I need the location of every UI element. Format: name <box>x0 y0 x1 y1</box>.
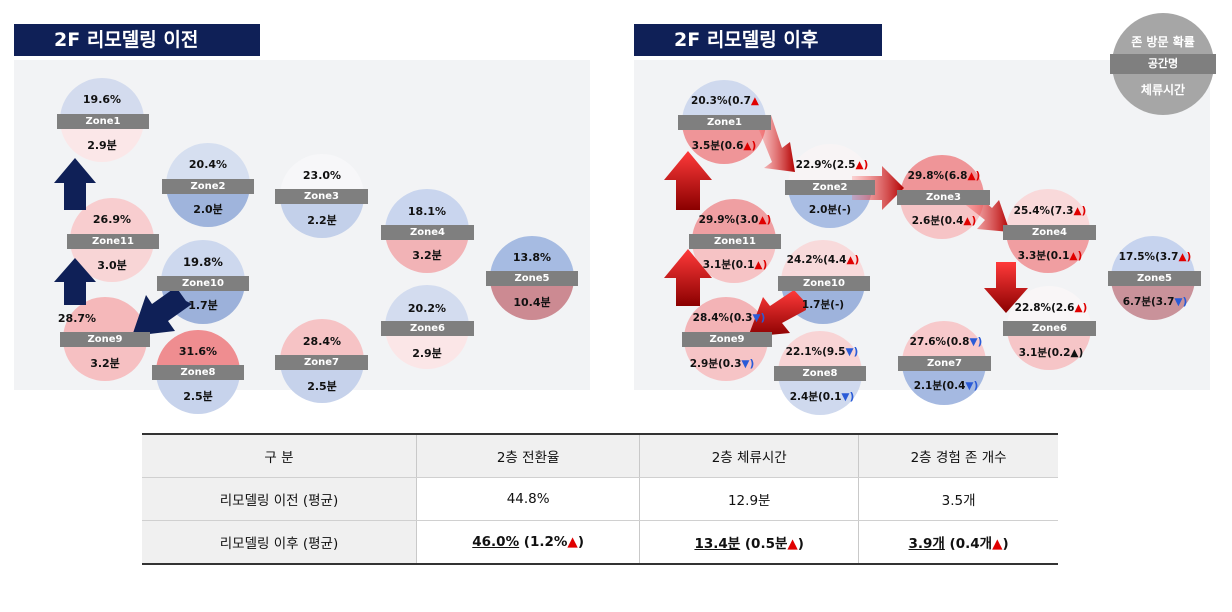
zone-name-bar: Zone7 <box>275 355 368 370</box>
table-cell: 13.4분 (0.5분▲) <box>639 520 860 565</box>
zone-time: 3.2분 <box>412 249 442 262</box>
zone-prob: 18.1% <box>407 205 447 218</box>
zone-name-bar: Zone3 <box>897 190 990 205</box>
zone-prob: 26.9% <box>92 213 132 226</box>
zone-prob: 28.4%(0.3▼) <box>692 312 766 324</box>
zone-prob: 20.2% <box>407 302 447 315</box>
zone-prob: 29.9%(3.0▲) <box>698 214 772 226</box>
table-header: 구 분 <box>142 433 417 478</box>
zone-prob: 17.5%(3.7▲) <box>1118 251 1192 263</box>
zone-prob: 19.8% <box>183 255 223 269</box>
after-flow-arrows <box>664 115 1028 337</box>
zone-name-bar: Zone9 <box>60 332 150 347</box>
zone-time: 3.1분(0.2▲) <box>1018 347 1084 359</box>
zone-name-bar: Zone8 <box>152 365 244 380</box>
zone-prob: 31.6% <box>178 345 218 358</box>
zone-time: 2.5분 <box>307 380 337 393</box>
zone-time: 3.3분(0.1▲) <box>1017 250 1083 262</box>
zone-name-bar: Zone7 <box>898 356 991 371</box>
zone-time: 3.0분 <box>97 259 127 272</box>
summary-table: 구 분 2층 전환율 2층 체류시간 2층 경험 존 개수 리모델링 이전 (평… <box>142 433 1058 565</box>
zone-prob: 20.4% <box>188 158 228 171</box>
zone-name-bar: Zone2 <box>162 179 254 194</box>
after-arrow-zone2-to-zone3 <box>852 166 904 210</box>
table-header: 2층 전환율 <box>416 433 641 478</box>
table-cell: 3.9개 (0.4개▲) <box>858 520 1058 565</box>
before-title: 2F 리모델링 이전 <box>14 24 260 56</box>
zone-time: 3.2분 <box>90 357 120 370</box>
zone-prob: 29.8%(6.8▲) <box>907 170 981 182</box>
zone-prob: 24.2%(4.4▲) <box>786 254 860 266</box>
zone-prob: 22.1%(9.5▼) <box>785 346 859 358</box>
zone-time: 6.7분(3.7▼) <box>1122 296 1188 308</box>
zone-prob: 19.6% <box>82 93 122 106</box>
legend: 존 방문 확률 공간명 체류시간 <box>1110 13 1216 115</box>
zone-time: 2.2분 <box>307 214 337 227</box>
zone-prob: 23.0% <box>302 169 342 182</box>
zone-time: 2.1분(0.4▼) <box>913 380 979 392</box>
zone-name-bar: Zone9 <box>682 332 772 347</box>
zone-time: 1.7분 <box>188 299 218 312</box>
table-cell: 12.9분 <box>639 477 860 521</box>
after-arrow-zone11-to-zone1 <box>664 151 712 210</box>
after-arrow-zone10-to-zone9 <box>748 290 806 337</box>
table-cell: 44.8% <box>416 477 641 521</box>
zone-name-bar: Zone3 <box>275 189 368 204</box>
after-arrow-zone9-to-zone11 <box>664 249 712 306</box>
before-arrow-zone11-to-zone1 <box>54 158 96 210</box>
table-row: 리모델링 이후 (평균) 46.0% (1.2%▲) 13.4분 (0.5분▲)… <box>142 520 1058 565</box>
zone-time: 2.4분(0.1▼) <box>789 391 855 403</box>
zone-time: 2.9분(0.3▼) <box>689 358 755 370</box>
table-row: 리모델링 이전 (평균) 44.8% 12.9분 3.5개 <box>142 477 1058 521</box>
zone-name-bar: Zone5 <box>1108 271 1201 286</box>
before-flow-arrows <box>54 158 192 336</box>
zone-prob: 22.8%(2.6▲) <box>1014 302 1088 314</box>
zone-name-bar: Zone6 <box>1003 321 1096 336</box>
zone-name-bar: Zone1 <box>57 114 149 129</box>
table-cell: 46.0% (1.2%▲) <box>416 520 641 565</box>
zone-prob: 27.6%(0.8▼) <box>909 336 983 348</box>
table-cell-label: 리모델링 이후 (평균) <box>142 520 417 565</box>
zone-time: 2.9분 <box>87 139 117 152</box>
zone-time: 2.0분 <box>193 203 223 216</box>
zone-prob: 20.3%(0.7▲ <box>691 95 759 107</box>
table-cell-label: 리모델링 이전 (평균) <box>142 477 417 521</box>
table-header: 2층 경험 존 개수 <box>858 433 1058 478</box>
zone-prob: 28.4% <box>302 335 342 348</box>
zone-prob: 22.9%(2.5▲) <box>795 159 869 171</box>
legend-dwell-time: 체류시간 <box>1140 83 1186 97</box>
legend-space-name: 공간명 <box>1110 54 1216 74</box>
after-arrow-zone4-to-zone6 <box>984 262 1028 313</box>
zone-time: 2.9분 <box>412 347 442 360</box>
zone-name-bar: Zone11 <box>689 234 781 249</box>
zone-time: 2.0분(-) <box>808 204 852 216</box>
zone-time: 3.1분(0.1▲) <box>702 259 768 271</box>
after-title: 2F 리모델링 이후 <box>634 24 882 56</box>
table-header: 2층 체류시간 <box>639 433 860 478</box>
zone-name-bar: Zone10 <box>157 276 249 291</box>
before-arrow-zone9-to-zone11 <box>54 258 96 305</box>
zone-time: 2.6분(0.4▲) <box>911 215 977 227</box>
zone-time: 1.7분(-) <box>801 299 845 311</box>
zone-prob: 28.7% <box>57 312 97 325</box>
zone-name-bar: Zone4 <box>381 225 474 240</box>
zone-time: 2.5분 <box>183 390 213 403</box>
zone-name-bar: Zone6 <box>381 321 474 336</box>
zone-name-bar: Zone4 <box>1003 225 1096 240</box>
before-arrow-zone10-to-zone9 <box>132 287 192 336</box>
zone-name-bar: Zone11 <box>67 234 159 249</box>
zone-name-bar: Zone5 <box>486 271 578 286</box>
zone-name-bar: Zone2 <box>785 180 875 195</box>
zone-prob: 13.8% <box>512 251 552 264</box>
legend-visit-probability: 존 방문 확률 <box>1131 35 1195 49</box>
zone-prob: 25.4%(7.3▲) <box>1013 205 1087 217</box>
zone-time: 10.4분 <box>513 296 551 309</box>
table-header-row: 구 분 2층 전환율 2층 체류시간 2층 경험 존 개수 <box>142 433 1058 478</box>
table-cell: 3.5개 <box>858 477 1058 521</box>
zone-name-bar: Zone8 <box>774 366 866 381</box>
zone-time: 3.5분(0.6▲) <box>691 140 757 152</box>
zone-name-bar: Zone10 <box>778 276 870 291</box>
zone-name-bar: Zone1 <box>678 115 771 130</box>
